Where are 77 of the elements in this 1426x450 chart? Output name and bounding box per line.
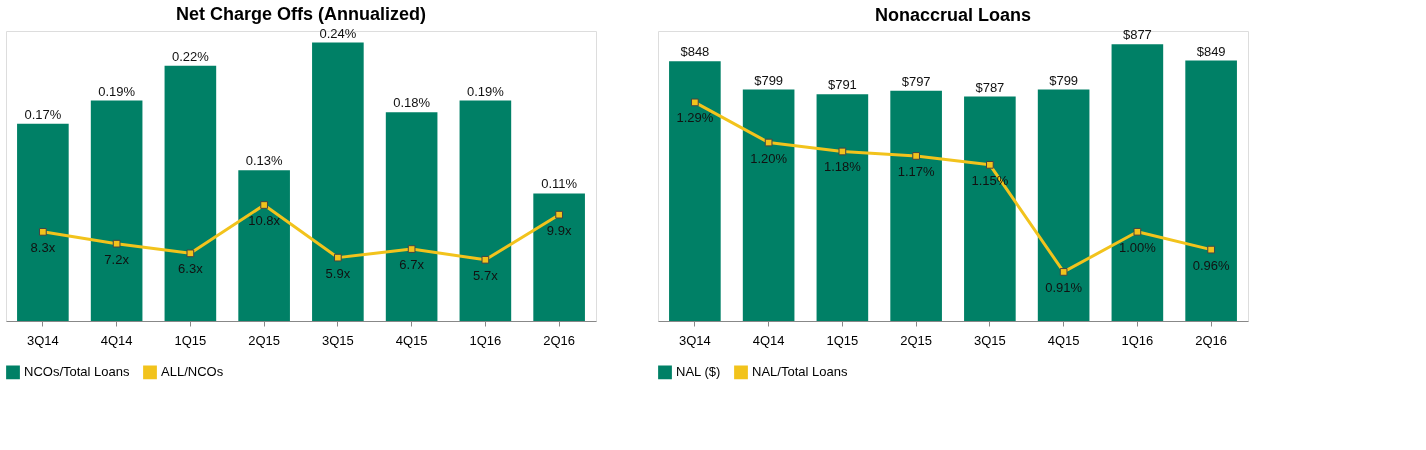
data-label: $799 bbox=[754, 72, 784, 88]
point bbox=[1133, 227, 1142, 236]
bar bbox=[312, 42, 364, 321]
data-label: 0.19% bbox=[466, 83, 505, 99]
point bbox=[986, 160, 994, 169]
point bbox=[112, 239, 121, 248]
data-label: 0.18% bbox=[393, 95, 431, 111]
data-label: 0.22% bbox=[171, 48, 210, 64]
bar bbox=[385, 112, 438, 321]
point bbox=[555, 210, 563, 219]
data-label: $877 bbox=[1122, 27, 1152, 43]
x-tick-label: 1Q16 bbox=[469, 332, 502, 348]
data-label: 1.17% bbox=[897, 163, 935, 179]
bar bbox=[17, 123, 69, 321]
data-label: 1.18% bbox=[823, 159, 862, 175]
data-label: 7.2x bbox=[104, 251, 130, 267]
point bbox=[764, 138, 773, 147]
point bbox=[838, 147, 847, 156]
bar bbox=[533, 193, 585, 321]
point bbox=[912, 152, 920, 160]
point bbox=[1207, 245, 1215, 254]
data-label: 5.7x bbox=[473, 267, 499, 283]
x-tick-label: 3Q14 bbox=[678, 332, 711, 348]
point bbox=[481, 255, 490, 264]
data-label: 9.9x bbox=[546, 222, 572, 238]
data-label: $799 bbox=[1049, 72, 1079, 88]
x-tick-label: 3Q14 bbox=[26, 332, 59, 348]
x-tick-label: 1Q16 bbox=[1121, 332, 1154, 348]
x-tick-label: 1Q15 bbox=[826, 332, 859, 348]
data-label: 1.00% bbox=[1118, 239, 1157, 255]
data-label: 0.96% bbox=[1192, 257, 1230, 273]
data-label: 0.11% bbox=[541, 176, 578, 192]
data-label: $787 bbox=[975, 79, 1005, 95]
bar bbox=[90, 100, 143, 321]
x-tick-label: 3Q15 bbox=[973, 332, 1006, 348]
x-tick-label: 4Q15 bbox=[395, 332, 428, 348]
point bbox=[407, 245, 416, 253]
data-label: 0.13% bbox=[245, 153, 283, 169]
data-label: 10.8x bbox=[248, 213, 281, 228]
data-label: 0.24% bbox=[319, 25, 357, 41]
x-tick-label: 4Q14 bbox=[100, 332, 133, 348]
point bbox=[334, 253, 342, 262]
data-label: 1.29% bbox=[676, 110, 714, 126]
chart-title: Nonaccrual Loans bbox=[874, 5, 1032, 26]
data-label: 0.91% bbox=[1045, 279, 1083, 295]
x-tick-label: 1Q15 bbox=[174, 332, 207, 348]
legend-label: ALL/NCOs bbox=[161, 364, 224, 380]
data-label: 1.20% bbox=[750, 150, 788, 166]
data-label: 0.19% bbox=[98, 83, 136, 99]
bar bbox=[238, 170, 290, 321]
x-tick-label: 2Q16 bbox=[543, 332, 576, 348]
legend-label: NAL ($) bbox=[676, 364, 721, 380]
chart-title: Net Charge Offs (Annualized) bbox=[175, 3, 427, 24]
data-label: 6.3x bbox=[178, 261, 204, 277]
point bbox=[260, 201, 268, 209]
data-label: 8.3x bbox=[30, 239, 56, 255]
point bbox=[1059, 268, 1068, 276]
x-tick-label: 2Q15 bbox=[900, 332, 933, 348]
data-label: $849 bbox=[1196, 43, 1226, 59]
point bbox=[186, 249, 195, 258]
data-label: $797 bbox=[901, 73, 931, 89]
point bbox=[39, 228, 47, 236]
bar bbox=[164, 65, 217, 321]
data-label: 0.17% bbox=[24, 106, 62, 122]
data-label: 6.7x bbox=[399, 257, 425, 273]
data-label: 5.9x bbox=[325, 265, 351, 281]
data-label: $791 bbox=[827, 77, 857, 93]
legend-label: NCOs/Total Loans bbox=[24, 364, 130, 380]
legend-label: NAL/Total Loans bbox=[752, 364, 848, 380]
x-tick-label: 4Q14 bbox=[752, 332, 785, 348]
point bbox=[691, 98, 699, 107]
x-tick-label: 4Q15 bbox=[1047, 332, 1080, 348]
x-tick-label: 2Q16 bbox=[1195, 332, 1228, 348]
bar bbox=[459, 100, 512, 321]
x-tick-label: 2Q15 bbox=[248, 332, 281, 348]
x-tick-label: 3Q15 bbox=[321, 332, 354, 348]
data-label: $848 bbox=[680, 44, 710, 60]
